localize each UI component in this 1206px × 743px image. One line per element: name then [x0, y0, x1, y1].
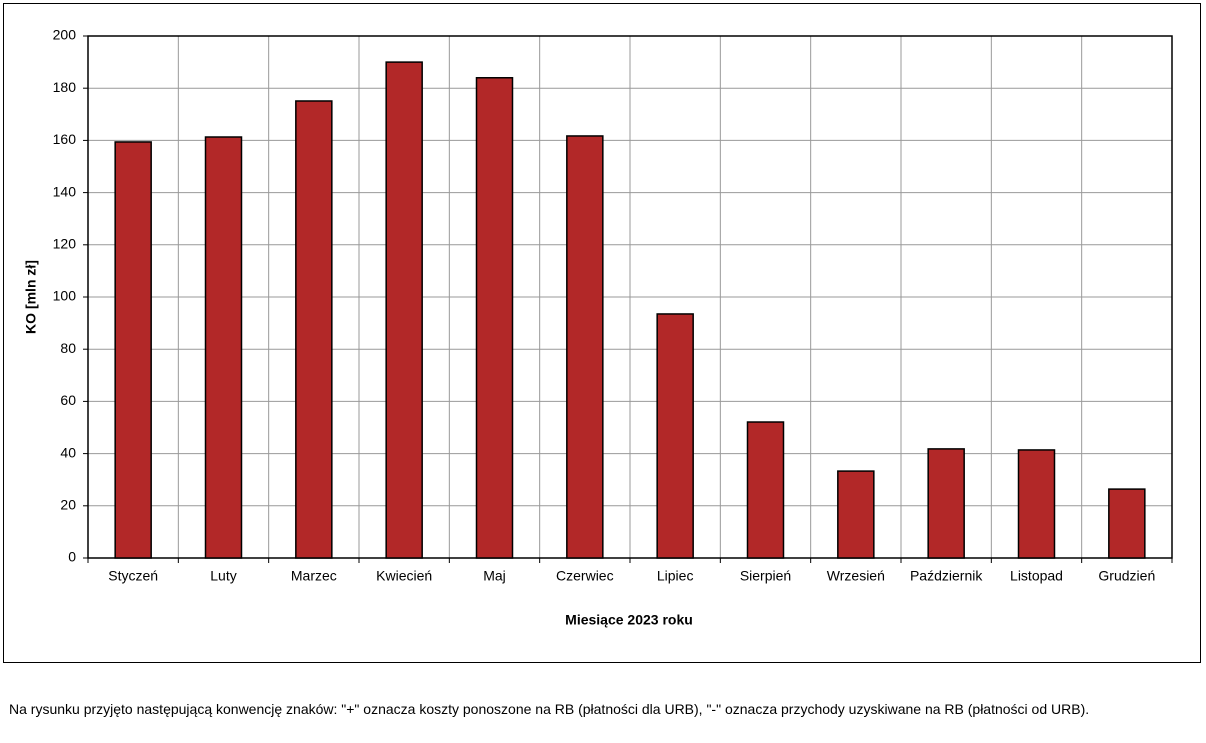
y-tick-label: 0 — [68, 549, 76, 565]
x-tick-label: Wrzesień — [827, 568, 885, 584]
bar — [656, 313, 694, 559]
y-tick-label: 20 — [60, 497, 76, 513]
bar — [475, 77, 514, 559]
y-tick-label: 80 — [60, 340, 76, 356]
bar — [746, 421, 785, 559]
x-tick-label: Maj — [483, 568, 506, 584]
bar — [837, 470, 875, 559]
x-tick-label: Marzec — [291, 568, 337, 584]
x-tick-label: Sierpień — [740, 568, 791, 584]
y-tick-label: 60 — [60, 392, 76, 408]
x-axis-title: Miesiące 2023 roku — [565, 612, 693, 628]
x-tick-label: Luty — [210, 568, 236, 584]
y-tick-label: 40 — [60, 444, 76, 460]
y-tick-label: 160 — [53, 131, 77, 147]
y-tick-label: 180 — [53, 79, 77, 95]
x-tick-label: Grudzień — [1098, 568, 1155, 584]
bar — [204, 136, 243, 559]
x-tick-label: Styczeń — [108, 568, 158, 584]
bar — [566, 135, 604, 559]
x-tick-label: Październik — [910, 568, 983, 584]
x-tick-label: Lipiec — [657, 568, 694, 584]
bar — [927, 448, 965, 559]
bar — [1108, 488, 1146, 559]
x-tick-label: Czerwiec — [556, 568, 614, 584]
bar — [1017, 449, 1056, 559]
caption: Na rysunku przyjęto następującą konwencj… — [9, 701, 1090, 717]
chart: Miesiące 2023 roku KO [mln zł] 0 20 40 60 80… — [3, 3, 1201, 663]
y-tick-label: 120 — [53, 236, 77, 252]
bar — [295, 100, 333, 559]
y-tick-label: 140 — [53, 183, 77, 199]
y-axis-title: KO [mln zł] — [23, 260, 39, 334]
y-tick-label: 200 — [53, 27, 77, 43]
bar — [114, 141, 152, 559]
x-tick-label: Listopad — [1010, 568, 1063, 584]
bar — [385, 61, 423, 559]
x-tick-label: Kwiecień — [376, 568, 432, 584]
y-tick-label: 100 — [53, 288, 77, 304]
